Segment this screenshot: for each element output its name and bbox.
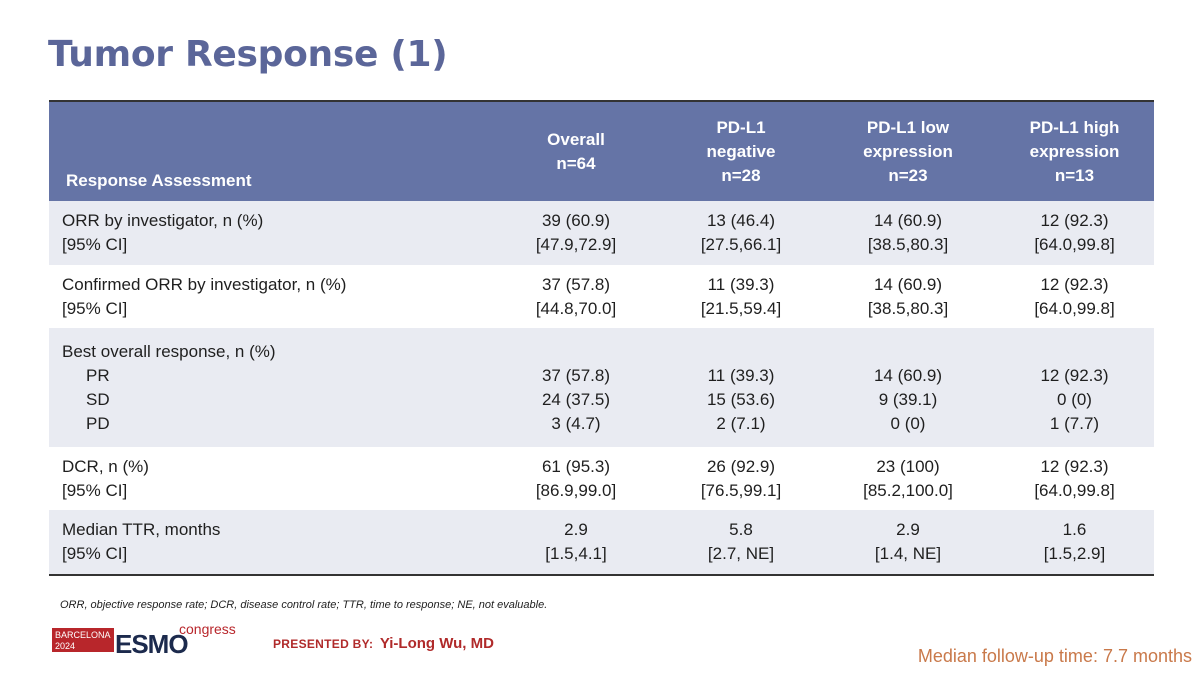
row-label: ORR by investigator, n (%) [95% CI]	[49, 201, 491, 265]
table-cell: 26 (92.9) [76.5,99.1]	[700, 456, 782, 500]
table-cell: 14 (60.9) 9 (39.1) 0 (0)	[821, 328, 995, 447]
table-cell: 12 (92.3) [64.0,99.8]	[1034, 274, 1115, 318]
table-cell: 14 (60.9) [38.5,80.3]	[821, 201, 995, 265]
row-label: DCR, n (%) [95% CI]	[62, 456, 149, 500]
table-row: Best overall response, n (%) PR SD PD 37…	[49, 328, 1154, 447]
table-row: ORR by investigator, n (%) [95% CI] 39 (…	[49, 201, 1154, 265]
table-cell: 39 (60.9) [47.9,72.9]	[491, 201, 661, 265]
table-row: DCR, n (%) [95% CI] 61 (95.3) [86.9,99.0…	[49, 447, 1154, 510]
logo-suffix: congress	[179, 622, 236, 637]
presented-by-label: PRESENTED BY:	[273, 637, 374, 651]
table-cell: 61 (95.3) [86.9,99.0]	[535, 456, 617, 500]
table-cell: 23 (100) [85.2,100.0]	[863, 456, 953, 500]
table-cell: 37 (57.8) 24 (37.5) 3 (4.7)	[491, 328, 661, 447]
header-overall: Overall n=64	[491, 102, 661, 201]
table-cell: 12 (92.3) 0 (0) 1 (7.7)	[995, 328, 1154, 447]
header-pdl1-low: PD-L1 low expression n=23	[821, 102, 995, 201]
table-cell: 2.9 [1.5,4.1]	[491, 510, 661, 574]
row-label: Confirmed ORR by investigator, n (%) [95…	[62, 274, 347, 318]
logo-brand: ESMO	[115, 629, 188, 656]
table-cell: 12 (92.3) [64.0,99.8]	[1034, 456, 1115, 500]
header-pdl1-negative: PD-L1 negative n=28	[661, 102, 821, 201]
header-pdl1-high: PD-L1 high expression n=13	[995, 102, 1154, 201]
table-cell: 12 (92.3) [64.0,99.8]	[995, 201, 1154, 265]
slide-title: Tumor Response (1)	[48, 34, 448, 75]
table-row: Median TTR, months [95% CI] 2.9 [1.5,4.1…	[49, 510, 1154, 574]
abbreviations-footnote: ORR, objective response rate; DCR, disea…	[60, 599, 548, 611]
table-cell: 13 (46.4) [27.5,66.1]	[661, 201, 821, 265]
logo-year: 2024	[55, 641, 75, 651]
response-table: Response Assessment Overall n=64 PD-L1 n…	[49, 100, 1154, 576]
logo-city: BARCELONA	[55, 630, 111, 640]
table-cell: 37 (57.8) [44.8,70.0]	[535, 274, 617, 318]
table-cell: 11 (39.3) 15 (53.6) 2 (7.1)	[661, 328, 821, 447]
row-label: Best overall response, n (%) PR SD PD	[49, 328, 491, 447]
table-cell: 5.8 [2.7, NE]	[661, 510, 821, 574]
row-label: Median TTR, months [95% CI]	[49, 510, 491, 574]
table-cell: 11 (39.3) [21.5,59.4]	[700, 274, 782, 318]
table-header-row: Response Assessment Overall n=64 PD-L1 n…	[49, 102, 1154, 201]
table-row: Confirmed ORR by investigator, n (%) [95…	[49, 265, 1154, 328]
table-cell: 14 (60.9) [38.5,80.3]	[867, 274, 949, 318]
table-cell: 1.6 [1.5,2.9]	[995, 510, 1154, 574]
esmo-congress-logo: BARCELONA 2024 ESMO congress	[52, 622, 236, 656]
presenter-credit: PRESENTED BY: Yi-Long Wu, MD	[273, 635, 494, 653]
logo-red-block	[52, 628, 114, 652]
presenter-name: Yi-Long Wu, MD	[379, 635, 494, 652]
header-response-assessment: Response Assessment	[49, 102, 491, 201]
table-cell: 2.9 [1.4, NE]	[821, 510, 995, 574]
median-followup: Median follow-up time: 7.7 months	[917, 646, 1192, 666]
